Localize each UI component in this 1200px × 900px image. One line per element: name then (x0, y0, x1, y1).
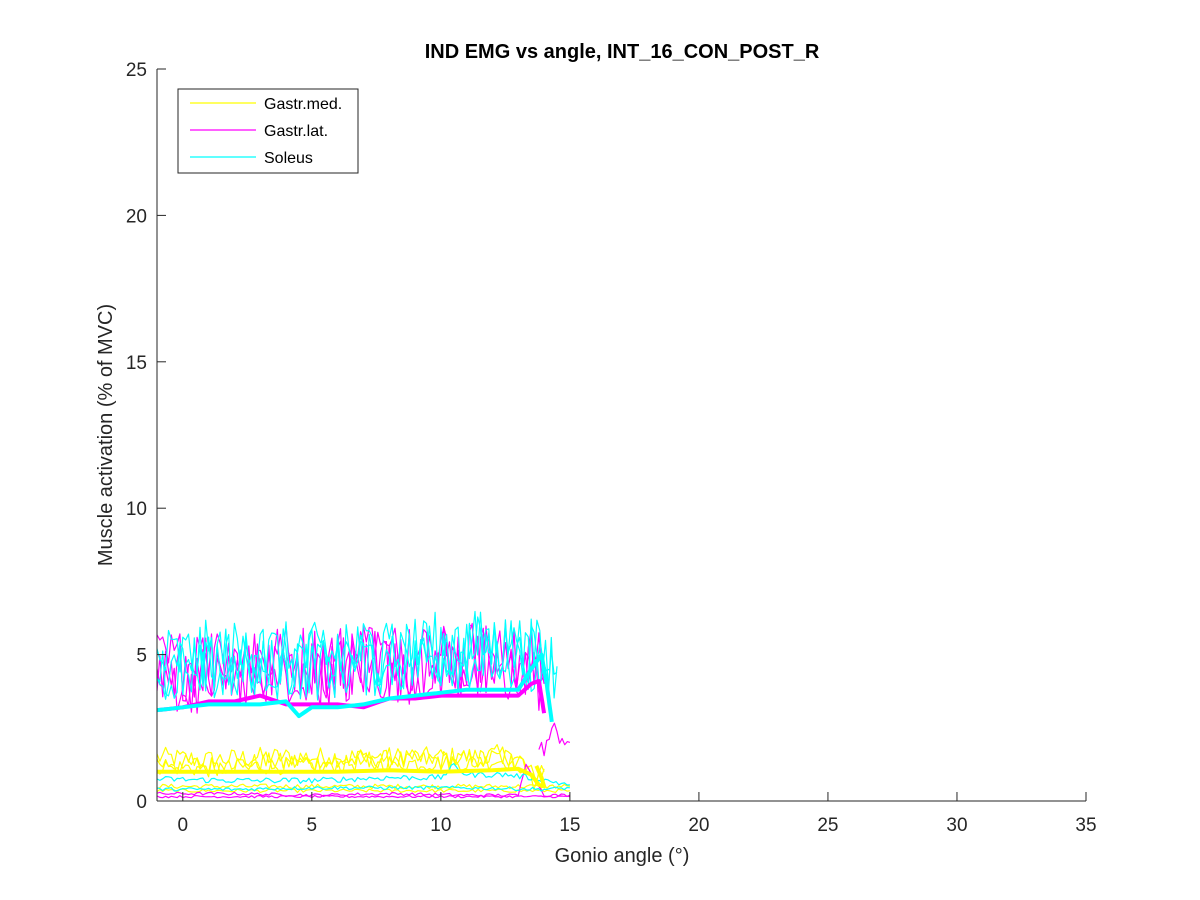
series-layer (157, 610, 571, 799)
x-axis-label: Gonio angle (°) (555, 845, 690, 867)
x-tick-label: 0 (178, 815, 189, 836)
plot-area: 0 5 10 15 20 25 30 35 0 5 10 15 20 25 (126, 60, 1097, 836)
x-tick-label: 10 (430, 815, 451, 836)
gastr-lat-trial-line-5 (157, 622, 545, 702)
y-tick-label: 5 (136, 646, 147, 667)
x-tick-label: 35 (1075, 815, 1096, 836)
gastr-med-trial-line-1 (157, 749, 545, 791)
x-tick-label: 20 (688, 815, 709, 836)
soleus-trial-line-13 (157, 627, 550, 701)
y-tick-label: 15 (126, 353, 147, 374)
axes-layer: 0 5 10 15 20 25 30 35 0 5 10 15 20 25 (126, 60, 1097, 836)
gastr-med-trial-line-0 (157, 743, 545, 784)
chart-title: IND EMG vs angle, INT_16_CON_POST_R (425, 41, 820, 63)
y-tick-label: 10 (126, 499, 147, 520)
soleus-trial-line-14 (157, 762, 570, 786)
gastr-lat-trial-line-9 (157, 763, 571, 798)
legend: Gastr.med. Gastr.lat. Soleus (177, 88, 359, 174)
y-tick-label: 0 (136, 792, 147, 813)
y-tick-label: 25 (126, 60, 147, 81)
gastr-med-trial-line-3 (157, 783, 571, 790)
soleus-trial-line-15 (157, 785, 570, 792)
x-tick-label: 25 (817, 815, 838, 836)
x-tick-label: 15 (559, 815, 580, 836)
legend-entry-label: Soleus (264, 150, 313, 167)
legend-entry-label: Gastr.lat. (264, 123, 328, 140)
gastr-med-mean-line-16 (157, 765, 547, 789)
gastr-lat-trial-line-10 (157, 794, 570, 799)
soleus-mean-line-18 (157, 652, 554, 723)
y-tick-label: 20 (126, 206, 147, 227)
gastr-lat-trial-line-8 (538, 722, 571, 757)
legend-entry-label: Gastr.med. (264, 96, 342, 113)
y-axis-label: Muscle activation (% of MVC) (95, 304, 117, 566)
x-tick-label: 5 (307, 815, 318, 836)
x-tick-label: 30 (946, 815, 967, 836)
